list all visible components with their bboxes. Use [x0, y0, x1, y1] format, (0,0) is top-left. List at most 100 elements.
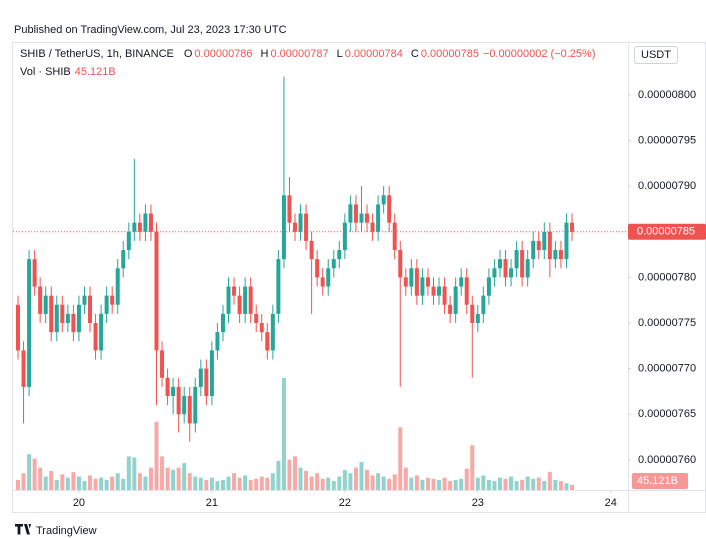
- volume-bar: [553, 479, 558, 490]
- vol-label: Vol · SHIB: [20, 66, 71, 78]
- ohlc-value: 0.00000786: [194, 48, 253, 60]
- candle-body: [121, 250, 126, 269]
- volume-bar: [232, 473, 237, 490]
- volume-bar: [558, 481, 563, 490]
- candle-body: [104, 295, 109, 314]
- volume-bar: [38, 467, 43, 490]
- candle-body: [392, 222, 397, 251]
- vol-value: 45.121B: [74, 66, 116, 78]
- volume-bar: [27, 454, 32, 490]
- candle-body: [243, 286, 248, 314]
- candle-body: [193, 386, 198, 424]
- volume-bar: [514, 481, 519, 490]
- y-tick-label: 0.00000765: [638, 408, 696, 420]
- volume-bar: [293, 456, 297, 490]
- candle-body: [154, 231, 159, 351]
- candle-body: [171, 386, 176, 397]
- candle-body: [348, 204, 353, 223]
- y-tick-label: 0.00000780: [638, 271, 696, 283]
- candle-body: [470, 304, 475, 324]
- x-tick-label: 21: [206, 497, 218, 509]
- candle-body: [76, 304, 81, 333]
- candle-body: [54, 304, 59, 333]
- candle-body: [531, 240, 536, 260]
- volume-bar: [497, 477, 502, 490]
- candle-body: [481, 295, 486, 314]
- candle-body: [49, 295, 54, 333]
- symbol: SHIB / TetherUS, 1h, BINANCE: [20, 48, 174, 60]
- volume-bar: [93, 478, 98, 490]
- volume-bar: [481, 475, 486, 490]
- candle-body: [281, 195, 286, 260]
- candle-body: [437, 286, 442, 296]
- ohlc: O 0.00000786 H 0.00000787 L 0.00000784 C 0.0000…: [178, 48, 479, 60]
- volume-bar: [387, 478, 392, 490]
- volume-bar: [110, 476, 115, 490]
- x-tick-label: 20: [73, 497, 85, 509]
- candle-body: [209, 350, 214, 397]
- candle-body: [359, 213, 364, 223]
- candle-body: [337, 250, 342, 260]
- volume-bar: [442, 477, 447, 490]
- y-tick-label: 0.00000795: [638, 134, 696, 146]
- candle-body: [497, 259, 502, 269]
- candle-body: [442, 286, 447, 305]
- volume-bar: [265, 477, 270, 490]
- volume-bar: [437, 479, 442, 490]
- candle-body: [525, 259, 530, 278]
- candle-body: [38, 286, 43, 314]
- candle-body: [226, 286, 231, 314]
- volume-bar: [237, 477, 242, 490]
- volume-bar: [259, 476, 264, 490]
- candle-body: [387, 195, 392, 223]
- candle-body: [492, 268, 497, 278]
- volume-bar: [182, 463, 187, 490]
- candle-body: [376, 204, 381, 232]
- published: Published on TradingView.com, Jul 23, 20…: [14, 24, 287, 36]
- volume-bar: [193, 476, 198, 490]
- candle-body: [21, 350, 26, 387]
- volume-bar: [154, 421, 159, 490]
- volume-bar: [420, 479, 425, 490]
- candle-body: [475, 313, 480, 324]
- volume-bar: [403, 467, 408, 490]
- volume-bar: [459, 478, 464, 490]
- volume-bar: [126, 456, 131, 490]
- candle-body: [137, 222, 142, 232]
- volume-bar: [331, 481, 336, 490]
- volume-bar: [204, 479, 209, 490]
- candle-body: [486, 277, 491, 296]
- currency-button[interactable]: USDT: [634, 46, 678, 64]
- change: −0.00000002 (−0.25%): [482, 48, 596, 60]
- candle-body: [215, 332, 220, 351]
- volume-bar: [503, 478, 508, 490]
- volume-bar: [448, 481, 453, 490]
- candle-body: [309, 240, 314, 260]
- ohlc-value: 0.00000784: [344, 48, 403, 60]
- candle-body: [43, 295, 48, 314]
- volume-bar: [298, 467, 303, 490]
- candle-body: [126, 231, 131, 251]
- volume-bar: [54, 479, 59, 490]
- volume-bar: [392, 474, 397, 490]
- candle-body: [464, 277, 469, 305]
- candle-body: [187, 396, 192, 424]
- volume-bar: [320, 478, 325, 490]
- volume-bar: [453, 479, 458, 490]
- candle-body: [570, 222, 574, 232]
- candle-body: [259, 323, 264, 333]
- candle-body: [403, 277, 408, 287]
- candle-body: [536, 240, 541, 251]
- volume-bar: [71, 472, 76, 490]
- ohlc-value: 0.00000785: [420, 48, 479, 60]
- last-price-box: [628, 223, 706, 240]
- candle-body: [232, 286, 237, 296]
- candle-body: [93, 323, 98, 351]
- candle-body: [398, 250, 403, 278]
- candle-body: [298, 213, 303, 232]
- candle-body: [353, 204, 358, 223]
- candle-body: [503, 259, 508, 278]
- candle-body: [542, 231, 547, 251]
